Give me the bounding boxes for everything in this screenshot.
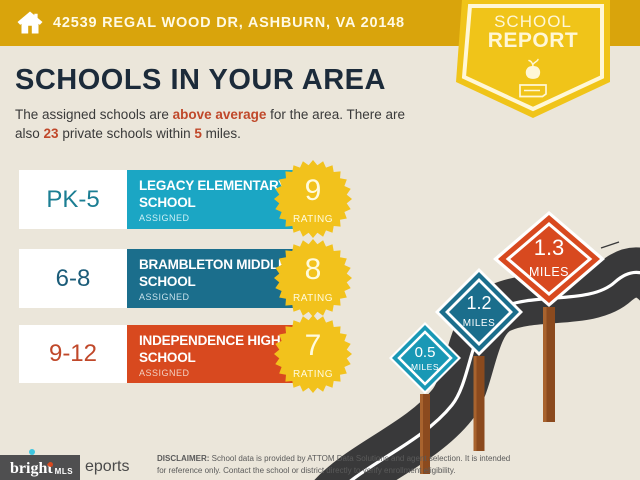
svg-text:MILES: MILES (411, 362, 439, 372)
svg-text:0.5: 0.5 (415, 344, 436, 361)
svg-text:MILES: MILES (529, 265, 569, 279)
svg-text:1.3: 1.3 (534, 235, 565, 260)
svg-text:MILES: MILES (463, 318, 496, 329)
svg-text:1.2: 1.2 (466, 293, 491, 313)
